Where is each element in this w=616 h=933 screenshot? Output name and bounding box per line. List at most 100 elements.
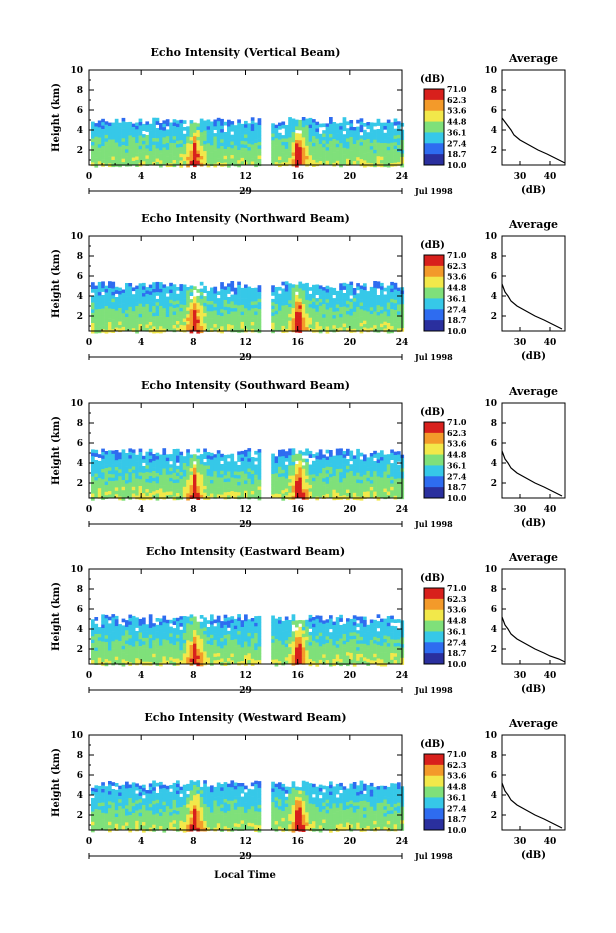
echo-cell: [247, 134, 251, 138]
echo-cell: [319, 134, 323, 138]
echo-cell: [132, 470, 136, 474]
echo-cell: [281, 312, 285, 316]
echo-cell: [193, 644, 197, 648]
echo-cell: [149, 305, 153, 309]
echo-cell: [326, 619, 330, 623]
echo-cell: [356, 127, 360, 131]
echo-cell: [397, 135, 401, 139]
echo-cell: [247, 623, 251, 627]
echo-cell: [271, 151, 275, 155]
echo-cell: [203, 489, 207, 493]
echo-cell: [275, 470, 279, 474]
echo-cell: [196, 456, 200, 460]
echo-cell: [319, 326, 323, 330]
echo-cell: [217, 325, 221, 329]
panel-1: Echo Intensity (Vertical Beam)246810Heig…: [51, 46, 565, 197]
echo-cell: [322, 489, 326, 493]
echo-cell: [139, 660, 143, 664]
echo-cell: [326, 643, 330, 647]
echo-cell: [295, 133, 299, 137]
echo-cell: [128, 465, 132, 469]
echo-cell: [162, 486, 166, 490]
echo-cell: [247, 144, 251, 148]
echo-cell: [251, 155, 255, 159]
echo-cell: [329, 474, 333, 478]
echo-cell: [162, 653, 166, 657]
echo-cell: [190, 475, 194, 479]
echo-cell: [390, 323, 394, 327]
echo-cell: [254, 630, 258, 634]
echo-cell: [397, 318, 401, 322]
echo-cell: [128, 448, 132, 452]
echo-cell: [295, 488, 299, 492]
echo-cell: [128, 156, 132, 160]
echo-cell: [108, 136, 112, 140]
echo-cell: [135, 658, 139, 662]
echo-cell: [186, 147, 190, 151]
echo-cell: [193, 157, 197, 161]
echo-cell: [139, 455, 143, 459]
echo-cell: [275, 132, 279, 136]
echo-cell: [200, 312, 204, 316]
echo-cell: [115, 132, 119, 136]
echo-cell: [373, 454, 377, 458]
echo-cell: [200, 642, 204, 646]
echo-cell: [343, 303, 347, 307]
echo-cell: [135, 133, 139, 137]
echo-cell: [353, 476, 357, 480]
echo-cell: [278, 491, 282, 495]
echo-cell: [237, 475, 241, 479]
echo-cell: [203, 124, 207, 128]
echo-cell: [203, 624, 207, 628]
echo-cell: [162, 158, 166, 162]
echo-cell: [302, 452, 306, 456]
echo-cell: [237, 658, 241, 662]
echo-cell: [366, 642, 370, 646]
echo-cell: [349, 120, 353, 124]
echo-cell: [98, 658, 102, 662]
echo-cell: [179, 493, 183, 497]
y-tick-label: 6: [77, 106, 83, 116]
echo-cell: [145, 138, 149, 142]
echo-cell: [312, 648, 316, 652]
echo-cell: [247, 307, 251, 311]
echo-cell: [315, 288, 319, 292]
echo-cell: [315, 129, 319, 133]
echo-cell: [394, 149, 398, 153]
echo-cell: [162, 482, 166, 486]
echo-cell: [210, 301, 214, 305]
echo-cell: [315, 322, 319, 326]
echo-cell: [139, 462, 143, 466]
echo-cell: [370, 311, 374, 315]
echo-cell: [285, 651, 289, 655]
echo-cell: [343, 138, 347, 142]
echo-cell: [397, 458, 401, 462]
echo-cell: [149, 628, 153, 632]
echo-cell: [288, 620, 292, 624]
echo-cell: [288, 493, 292, 497]
echo-cell: [183, 295, 187, 299]
echo-cell: [210, 460, 214, 464]
echo-cell: [162, 295, 166, 299]
echo-cell: [366, 638, 370, 642]
echo-cell: [224, 310, 228, 314]
echo-cell: [258, 295, 262, 299]
echo-cell: [135, 496, 139, 500]
echo-cell: [329, 158, 333, 162]
echo-cell: [98, 641, 102, 645]
echo-cell: [132, 490, 136, 494]
echo-cell: [237, 652, 241, 656]
echo-cell: [122, 463, 126, 467]
echo-cell: [244, 124, 248, 128]
echo-cell: [360, 637, 364, 641]
echo-cell: [309, 155, 313, 159]
echo-cell: [322, 297, 326, 301]
echo-cell: [339, 493, 343, 497]
echo-cell: [383, 472, 387, 476]
echo-cell: [193, 454, 197, 458]
echo-cell: [193, 314, 197, 318]
echo-cell: [203, 466, 207, 470]
echo-cell: [319, 657, 323, 661]
echo-cell: [190, 618, 194, 622]
echo-cell: [224, 156, 228, 160]
